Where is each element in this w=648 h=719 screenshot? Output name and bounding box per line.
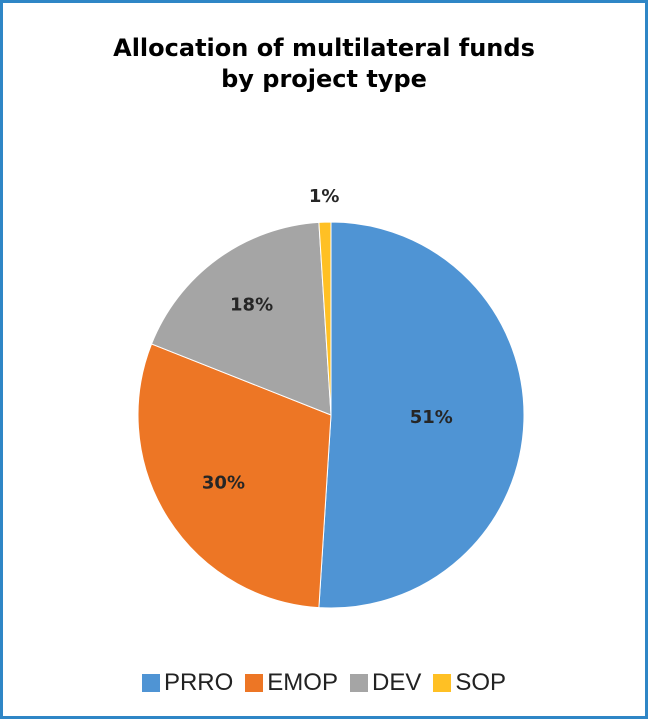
pie-slice-prro — [318, 221, 525, 609]
legend-swatch-prro — [141, 674, 160, 692]
pie-slice-sop — [318, 221, 332, 416]
legend-label-prro: PRRO — [163, 669, 234, 696]
data-label-emop: 30% — [202, 472, 245, 493]
legend-swatch-sop — [433, 674, 452, 692]
chart-legend: PRRO EMOP DEV SOP — [3, 669, 645, 697]
legend-label-emop: EMOP — [267, 669, 338, 696]
pie-slice-dev — [150, 221, 332, 416]
legend-label-dev: DEV — [371, 669, 422, 696]
data-label-dev: 18% — [230, 295, 273, 316]
chart-title: Allocation of multilateral funds by proj… — [3, 33, 645, 95]
pie-chart: 51% 30% 18% 1% — [137, 186, 525, 609]
legend-swatch-dev — [349, 674, 368, 692]
legend-label-sop: SOP — [455, 669, 507, 696]
data-label-sop: 1% — [309, 186, 340, 207]
legend-item-prro: PRRO — [141, 669, 234, 697]
legend-item-dev: DEV — [349, 669, 422, 697]
chart-title-line-1: Allocation of multilateral funds — [113, 34, 535, 62]
chart-title-line-2: by project type — [221, 65, 427, 93]
legend-swatch-emop — [245, 674, 264, 692]
data-label-prro: 51% — [410, 407, 453, 428]
legend-item-emop: EMOP — [245, 669, 338, 697]
pie-slice-emop — [137, 343, 332, 609]
legend-item-sop: SOP — [433, 669, 506, 697]
